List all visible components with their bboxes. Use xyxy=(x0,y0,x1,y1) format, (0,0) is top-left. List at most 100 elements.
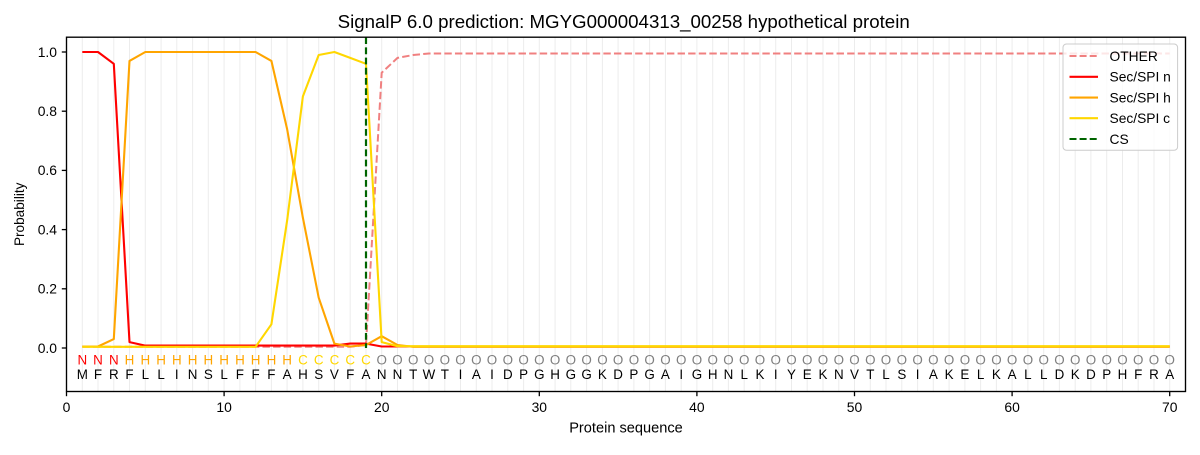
svg-text:O: O xyxy=(676,353,686,368)
svg-text:I: I xyxy=(774,367,778,382)
svg-text:F: F xyxy=(252,367,260,382)
svg-text:I: I xyxy=(916,367,920,382)
svg-text:O: O xyxy=(550,353,560,368)
svg-text:O: O xyxy=(581,353,591,368)
svg-text:R: R xyxy=(1149,367,1159,382)
svg-text:G: G xyxy=(692,367,702,382)
svg-text:O: O xyxy=(1038,353,1048,368)
svg-text:O: O xyxy=(1149,353,1159,368)
svg-text:P: P xyxy=(519,367,528,382)
svg-text:O: O xyxy=(408,353,418,368)
svg-text:M: M xyxy=(77,367,88,382)
svg-text:O: O xyxy=(487,353,497,368)
svg-text:Y: Y xyxy=(787,367,796,382)
svg-text:I: I xyxy=(490,367,494,382)
svg-text:O: O xyxy=(755,353,765,368)
svg-text:W: W xyxy=(423,367,436,382)
svg-text:C: C xyxy=(330,353,340,368)
svg-text:A: A xyxy=(1165,367,1174,382)
svg-text:0: 0 xyxy=(63,399,71,415)
svg-text:E: E xyxy=(803,367,812,382)
svg-text:H: H xyxy=(188,353,198,368)
svg-text:O: O xyxy=(471,353,481,368)
svg-text:O: O xyxy=(1054,353,1064,368)
svg-text:Sec/SPI h: Sec/SPI h xyxy=(1110,90,1171,105)
svg-text:O: O xyxy=(786,353,796,368)
svg-text:H: H xyxy=(1118,367,1128,382)
svg-text:G: G xyxy=(581,367,591,382)
svg-text:I: I xyxy=(459,367,463,382)
svg-text:O: O xyxy=(597,353,607,368)
svg-text:O: O xyxy=(944,353,954,368)
svg-text:H: H xyxy=(282,353,292,368)
svg-text:O: O xyxy=(1133,353,1143,368)
svg-text:0.4: 0.4 xyxy=(38,221,58,237)
svg-text:0.0: 0.0 xyxy=(38,340,58,356)
svg-text:O: O xyxy=(1086,353,1096,368)
svg-text:H: H xyxy=(172,353,182,368)
svg-text:L: L xyxy=(220,367,227,382)
svg-text:A: A xyxy=(661,367,670,382)
svg-text:S: S xyxy=(314,367,323,382)
svg-text:S: S xyxy=(204,367,213,382)
svg-text:O: O xyxy=(818,353,828,368)
svg-text:K: K xyxy=(598,367,607,382)
svg-text:O: O xyxy=(849,353,859,368)
svg-text:O: O xyxy=(440,353,450,368)
svg-text:K: K xyxy=(992,367,1001,382)
svg-text:50: 50 xyxy=(847,399,863,415)
svg-text:O: O xyxy=(707,353,717,368)
svg-text:Protein sequence: Protein sequence xyxy=(569,421,683,437)
svg-text:O: O xyxy=(660,353,670,368)
svg-text:H: H xyxy=(125,353,135,368)
svg-text:O: O xyxy=(503,353,513,368)
svg-text:O: O xyxy=(518,353,528,368)
svg-text:Sec/SPI n: Sec/SPI n xyxy=(1110,70,1171,85)
svg-text:OTHER: OTHER xyxy=(1110,49,1158,64)
svg-text:O: O xyxy=(455,353,465,368)
svg-text:H: H xyxy=(140,353,150,368)
svg-text:N: N xyxy=(93,353,103,368)
svg-text:H: H xyxy=(235,353,245,368)
svg-text:C: C xyxy=(345,353,355,368)
svg-text:I: I xyxy=(679,367,683,382)
svg-text:N: N xyxy=(393,367,403,382)
svg-text:N: N xyxy=(724,367,734,382)
svg-text:O: O xyxy=(392,353,402,368)
svg-text:N: N xyxy=(834,367,844,382)
svg-text:D: D xyxy=(503,367,513,382)
svg-text:70: 70 xyxy=(1162,399,1178,415)
svg-text:L: L xyxy=(1024,367,1031,382)
svg-text:O: O xyxy=(1070,353,1080,368)
svg-text:20: 20 xyxy=(374,399,390,415)
svg-text:0.2: 0.2 xyxy=(38,281,58,297)
svg-text:L: L xyxy=(740,367,747,382)
svg-text:O: O xyxy=(928,353,938,368)
svg-text:F: F xyxy=(94,367,102,382)
svg-text:H: H xyxy=(550,367,560,382)
svg-text:K: K xyxy=(945,367,954,382)
svg-text:F: F xyxy=(1134,367,1142,382)
svg-text:H: H xyxy=(156,353,166,368)
svg-text:10: 10 xyxy=(216,399,232,415)
svg-text:O: O xyxy=(770,353,780,368)
svg-text:A: A xyxy=(283,367,292,382)
svg-text:H: H xyxy=(203,353,213,368)
svg-text:F: F xyxy=(236,367,244,382)
svg-text:O: O xyxy=(897,353,907,368)
svg-text:N: N xyxy=(77,353,87,368)
svg-text:H: H xyxy=(219,353,229,368)
svg-text:O: O xyxy=(865,353,875,368)
svg-text:V: V xyxy=(330,367,339,382)
svg-text:Probability: Probability xyxy=(12,182,27,246)
svg-text:O: O xyxy=(424,353,434,368)
svg-text:0.6: 0.6 xyxy=(38,162,58,178)
svg-text:O: O xyxy=(629,353,639,368)
svg-text:P: P xyxy=(629,367,638,382)
svg-text:O: O xyxy=(912,353,922,368)
svg-text:Sec/SPI c: Sec/SPI c xyxy=(1110,111,1171,126)
svg-text:K: K xyxy=(756,367,765,382)
svg-text:O: O xyxy=(1101,353,1111,368)
svg-text:K: K xyxy=(819,367,828,382)
svg-text:L: L xyxy=(142,367,149,382)
